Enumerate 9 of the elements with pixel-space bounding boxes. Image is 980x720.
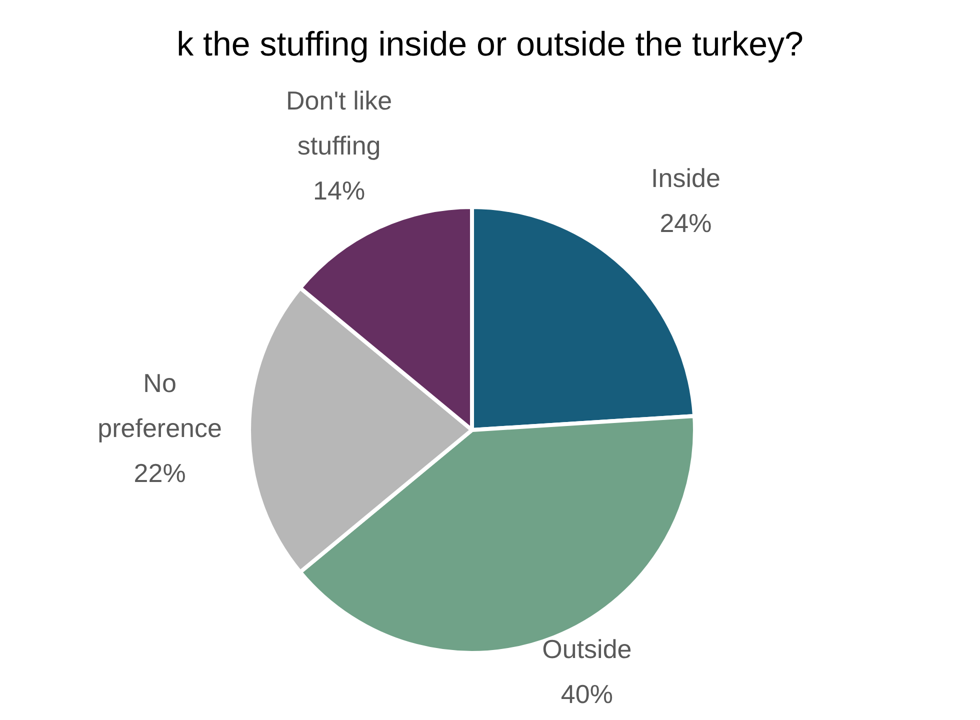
slice-label: Don't like stuffing bbox=[286, 86, 392, 161]
data-label: 14% bbox=[313, 176, 366, 206]
data-label: 24% bbox=[660, 208, 712, 238]
data-label: 22% bbox=[134, 458, 186, 488]
slice-label: Outside bbox=[542, 634, 632, 664]
chart-title: k the stuffing inside or outside the turkey? bbox=[176, 25, 804, 64]
data-label: 40% bbox=[560, 679, 613, 710]
slice-label: Inside bbox=[651, 163, 720, 194]
slice-label: No preference bbox=[98, 368, 222, 444]
